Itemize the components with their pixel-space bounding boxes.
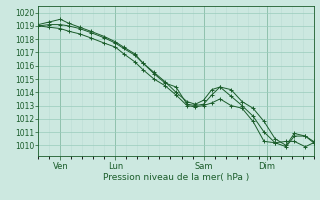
X-axis label: Pression niveau de la mer( hPa ): Pression niveau de la mer( hPa ): [103, 173, 249, 182]
